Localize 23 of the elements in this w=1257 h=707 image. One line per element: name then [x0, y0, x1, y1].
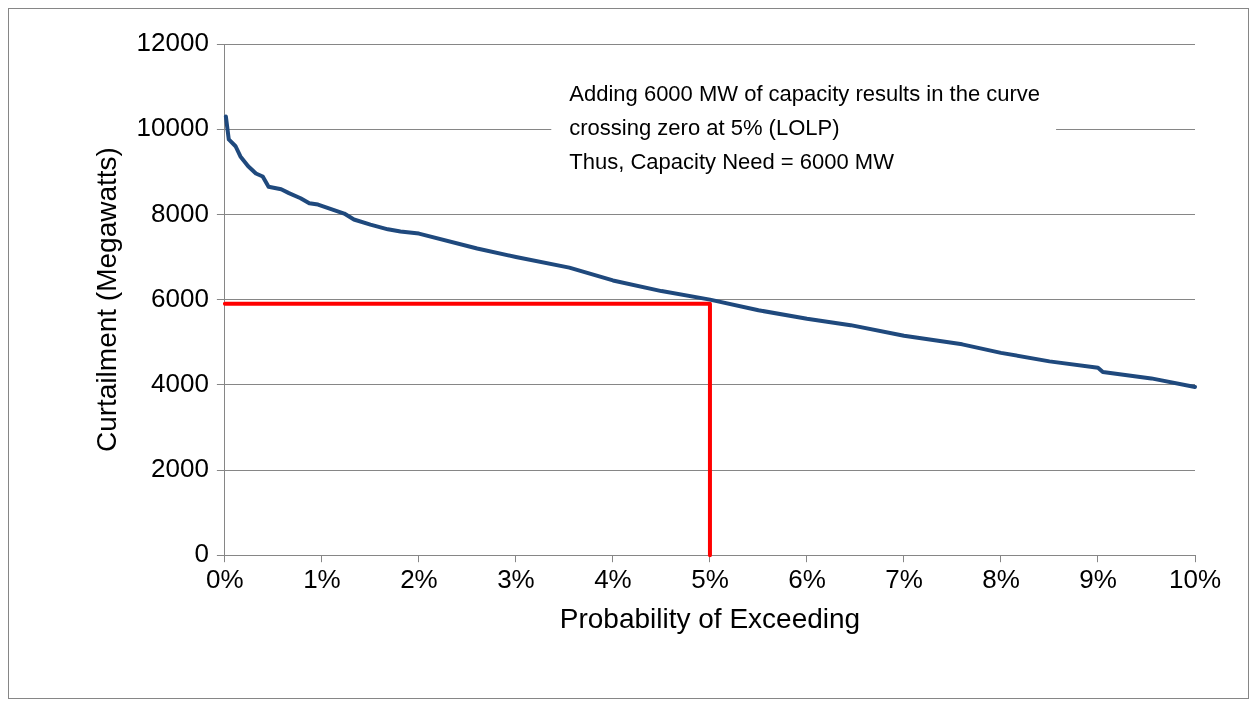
x-tick-label: 8% — [982, 563, 1020, 594]
y-axis-title: Curtailment (Megawatts) — [90, 147, 122, 453]
y-tick-label: 0 — [194, 538, 209, 569]
x-tick-label: 4% — [594, 563, 632, 594]
x-tick-label: 10% — [1168, 563, 1222, 594]
x-tick-label: 1% — [303, 563, 341, 594]
x-tick-label: 3% — [497, 563, 535, 594]
y-tick-label: 4000 — [151, 367, 209, 398]
y-tick-label: 6000 — [151, 282, 209, 313]
x-axis-title: Probability of Exceeding — [559, 602, 861, 634]
x-tick-label: 0% — [206, 563, 244, 594]
annotation: Thus, Capacity Need = 6000 MW — [569, 149, 895, 175]
x-tick-label: 5% — [691, 563, 729, 594]
y-tick-label: 8000 — [151, 197, 209, 228]
annotation: crossing zero at 5% (LOLP) — [569, 115, 840, 141]
y-tick-label: 10000 — [136, 112, 209, 143]
x-tick-label: 7% — [885, 563, 923, 594]
x-tick-label: 6% — [788, 563, 826, 594]
x-tick-label: 2% — [400, 563, 438, 594]
x-tick-label: 9% — [1079, 563, 1117, 594]
y-tick-label: 12000 — [136, 27, 209, 58]
annotation: Adding 6000 MW of capacity results in the curve — [569, 81, 1041, 107]
y-tick-label: 2000 — [151, 453, 209, 484]
